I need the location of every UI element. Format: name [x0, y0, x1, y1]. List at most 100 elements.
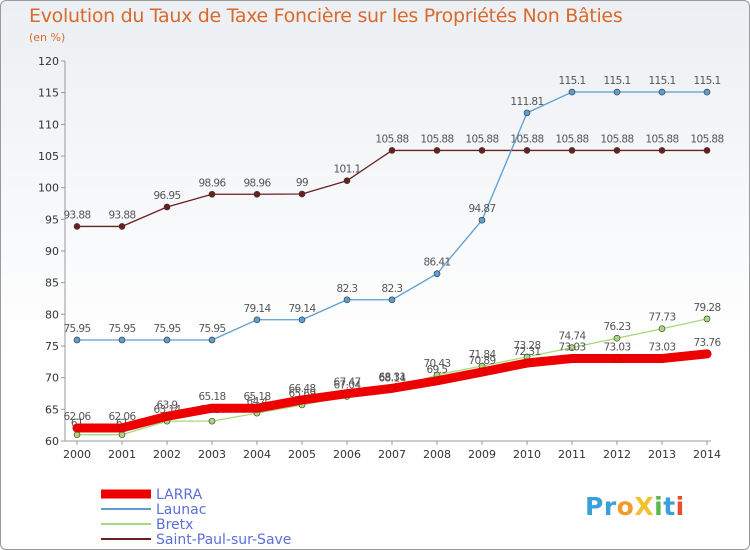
x-tick-label: 2008 — [423, 448, 451, 461]
data-label-launac: 115.1 — [603, 75, 630, 87]
data-label-launac: 82.3 — [337, 283, 358, 295]
data-label-saint-paul-sur-save: 99 — [296, 177, 308, 189]
data-point-launac — [298, 316, 306, 324]
logo-letter: X — [634, 492, 655, 521]
data-label-larra: 70.89 — [468, 355, 495, 367]
data-point-saint-paul-sur-save — [343, 177, 351, 184]
logo-letter: r — [603, 492, 617, 521]
data-point-larra — [387, 384, 397, 393]
data-label-saint-paul-sur-save: 105.88 — [510, 133, 543, 145]
data-point-saint-paul-sur-save — [73, 223, 81, 230]
data-point-launac — [343, 296, 351, 304]
data-point-saint-paul-sur-save — [568, 147, 576, 154]
data-point-saint-paul-sur-save — [478, 147, 486, 154]
x-tick-label: 2005 — [288, 448, 316, 461]
data-point-larra — [567, 354, 577, 363]
data-point-saint-paul-sur-save — [703, 147, 711, 154]
data-label-launac: 115.1 — [558, 75, 585, 87]
y-tick-label: 65 — [45, 403, 59, 416]
y-tick-label: 95 — [45, 213, 59, 226]
data-point-larra — [702, 349, 712, 359]
legend-label-bretx: Bretx — [156, 517, 193, 533]
data-label-launac: 86.41 — [423, 257, 450, 269]
x-tick-label: 2000 — [63, 448, 91, 461]
data-point-saint-paul-sur-save — [613, 147, 621, 154]
data-point-bretx — [568, 344, 576, 351]
legend-label-saint-paul-sur-save: Saint-Paul-sur-Save — [156, 532, 291, 548]
data-label-bretx: 77.73 — [648, 312, 675, 324]
data-point-larra — [72, 423, 82, 433]
data-point-bretx — [208, 417, 216, 425]
data-point-saint-paul-sur-save — [388, 147, 396, 154]
data-label-larra: 66.48 — [288, 383, 315, 395]
data-label-saint-paul-sur-save: 93.88 — [63, 209, 90, 221]
data-label-saint-paul-sur-save: 98.96 — [243, 177, 271, 189]
data-label-launac: 75.95 — [198, 323, 225, 335]
x-tick-label: 2007 — [378, 448, 406, 461]
data-point-larra — [207, 403, 217, 413]
data-label-bretx: 74.74 — [558, 331, 586, 343]
data-label-launac: 75.95 — [63, 323, 90, 335]
data-label-saint-paul-sur-save: 105.88 — [600, 133, 633, 145]
data-point-launac — [478, 216, 486, 224]
x-tick-label: 2002 — [153, 448, 181, 461]
chart-title: Evolution du Taux de Taxe Foncière sur l… — [29, 5, 623, 27]
x-tick-label: 2009 — [468, 448, 496, 461]
x-tick-label: 2010 — [513, 448, 541, 461]
data-label-larra: 62.06 — [63, 411, 91, 423]
logo-letter: P — [585, 492, 604, 521]
logo-letter: i — [654, 492, 664, 521]
data-point-launac — [163, 336, 171, 344]
y-tick-label: 75 — [45, 340, 59, 353]
y-tick-label: 105 — [38, 150, 59, 163]
y-tick-label: 100 — [38, 182, 59, 195]
x-tick-label: 2014 — [693, 448, 721, 461]
data-point-bretx — [658, 325, 666, 333]
data-label-larra: 65.18 — [198, 391, 225, 403]
data-point-saint-paul-sur-save — [163, 203, 171, 211]
data-point-saint-paul-sur-save — [523, 147, 531, 154]
data-point-bretx — [73, 431, 81, 438]
logo-letter: o — [616, 492, 635, 521]
logo-letter: i — [675, 492, 685, 521]
data-point-larra — [162, 411, 172, 421]
data-label-bretx: 70.43 — [423, 358, 450, 370]
x-tick-label: 2013 — [648, 448, 676, 461]
data-label-bretx: 68.14 — [378, 372, 406, 384]
data-point-bretx — [613, 334, 621, 342]
data-label-larra: 73.03 — [603, 341, 630, 353]
x-tick-label: 2004 — [243, 448, 271, 461]
y-tick-label: 70 — [45, 372, 59, 385]
data-point-saint-paul-sur-save — [433, 147, 441, 154]
y-tick-label: 85 — [45, 277, 59, 290]
data-label-launac: 75.95 — [153, 323, 180, 335]
data-point-saint-paul-sur-save — [118, 223, 126, 230]
data-label-launac: 111.81 — [510, 96, 543, 108]
data-point-launac — [613, 88, 621, 96]
data-point-larra — [432, 376, 442, 386]
x-tick-label: 2011 — [558, 448, 586, 461]
chart-unit: (en %) — [29, 31, 66, 44]
data-label-saint-paul-sur-save: 105.88 — [375, 133, 408, 145]
data-point-launac — [568, 88, 576, 96]
data-label-launac: 79.14 — [243, 303, 271, 315]
data-point-larra — [657, 354, 667, 363]
data-label-saint-paul-sur-save: 105.88 — [690, 133, 723, 145]
data-label-saint-paul-sur-save: 93.88 — [108, 209, 135, 221]
y-tick-label: 120 — [38, 55, 59, 68]
data-point-bretx — [703, 315, 711, 323]
data-point-launac — [208, 336, 216, 344]
data-label-larra: 73.03 — [648, 341, 675, 353]
data-label-saint-paul-sur-save: 105.88 — [555, 133, 588, 145]
y-tick-label: 110 — [38, 118, 59, 131]
data-point-larra — [117, 423, 127, 433]
data-label-larra: 72.31 — [513, 346, 540, 358]
data-point-saint-paul-sur-save — [208, 190, 216, 198]
data-label-saint-paul-sur-save: 101.1 — [333, 164, 360, 176]
proxiti-logo: ProXiti — [585, 492, 685, 521]
data-point-launac — [523, 109, 531, 117]
data-label-launac: 79.14 — [288, 303, 316, 315]
y-tick-label: 90 — [45, 245, 59, 258]
legend-label-larra: LARRA — [156, 487, 203, 503]
